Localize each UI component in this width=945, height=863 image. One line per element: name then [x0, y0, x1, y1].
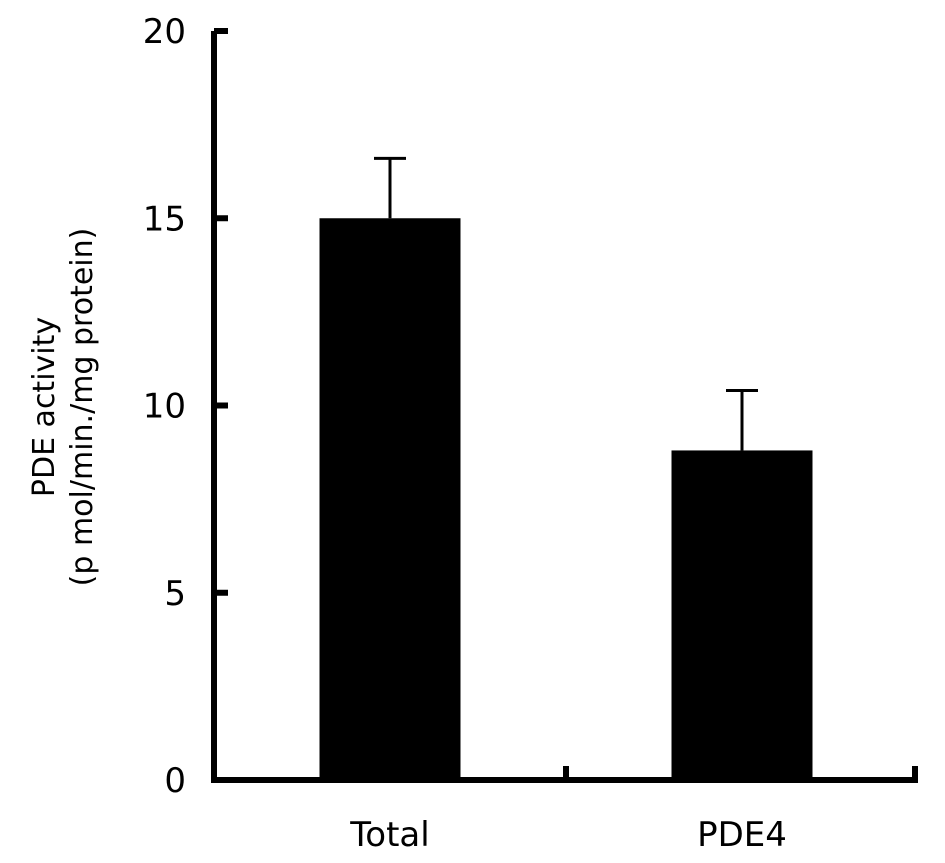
- x-tick-label-total: Total: [349, 815, 429, 855]
- y-tick-label: 20: [143, 12, 186, 52]
- y-tick-label: 10: [143, 387, 186, 427]
- y-axis-title: PDE activity (p mol/min./mg protein): [27, 228, 100, 587]
- labels-layer: 0 5 10 15 20 Total PDE4: [143, 12, 787, 855]
- y-tick-label: 15: [143, 199, 186, 239]
- y-axis-title-line-2: (p mol/min./mg protein): [65, 228, 100, 587]
- x-tick-label-pde4: PDE4: [697, 815, 787, 855]
- bar-pde4: [671, 450, 813, 780]
- axes-layer: [211, 28, 918, 783]
- y-tick-label: 5: [164, 574, 186, 614]
- y-tick-label: 0: [164, 761, 186, 801]
- error-bars-layer: [374, 156, 758, 451]
- y-axis-title-line-1: PDE activity: [27, 317, 62, 497]
- bar-total: [319, 218, 461, 780]
- bars-layer: [319, 218, 813, 780]
